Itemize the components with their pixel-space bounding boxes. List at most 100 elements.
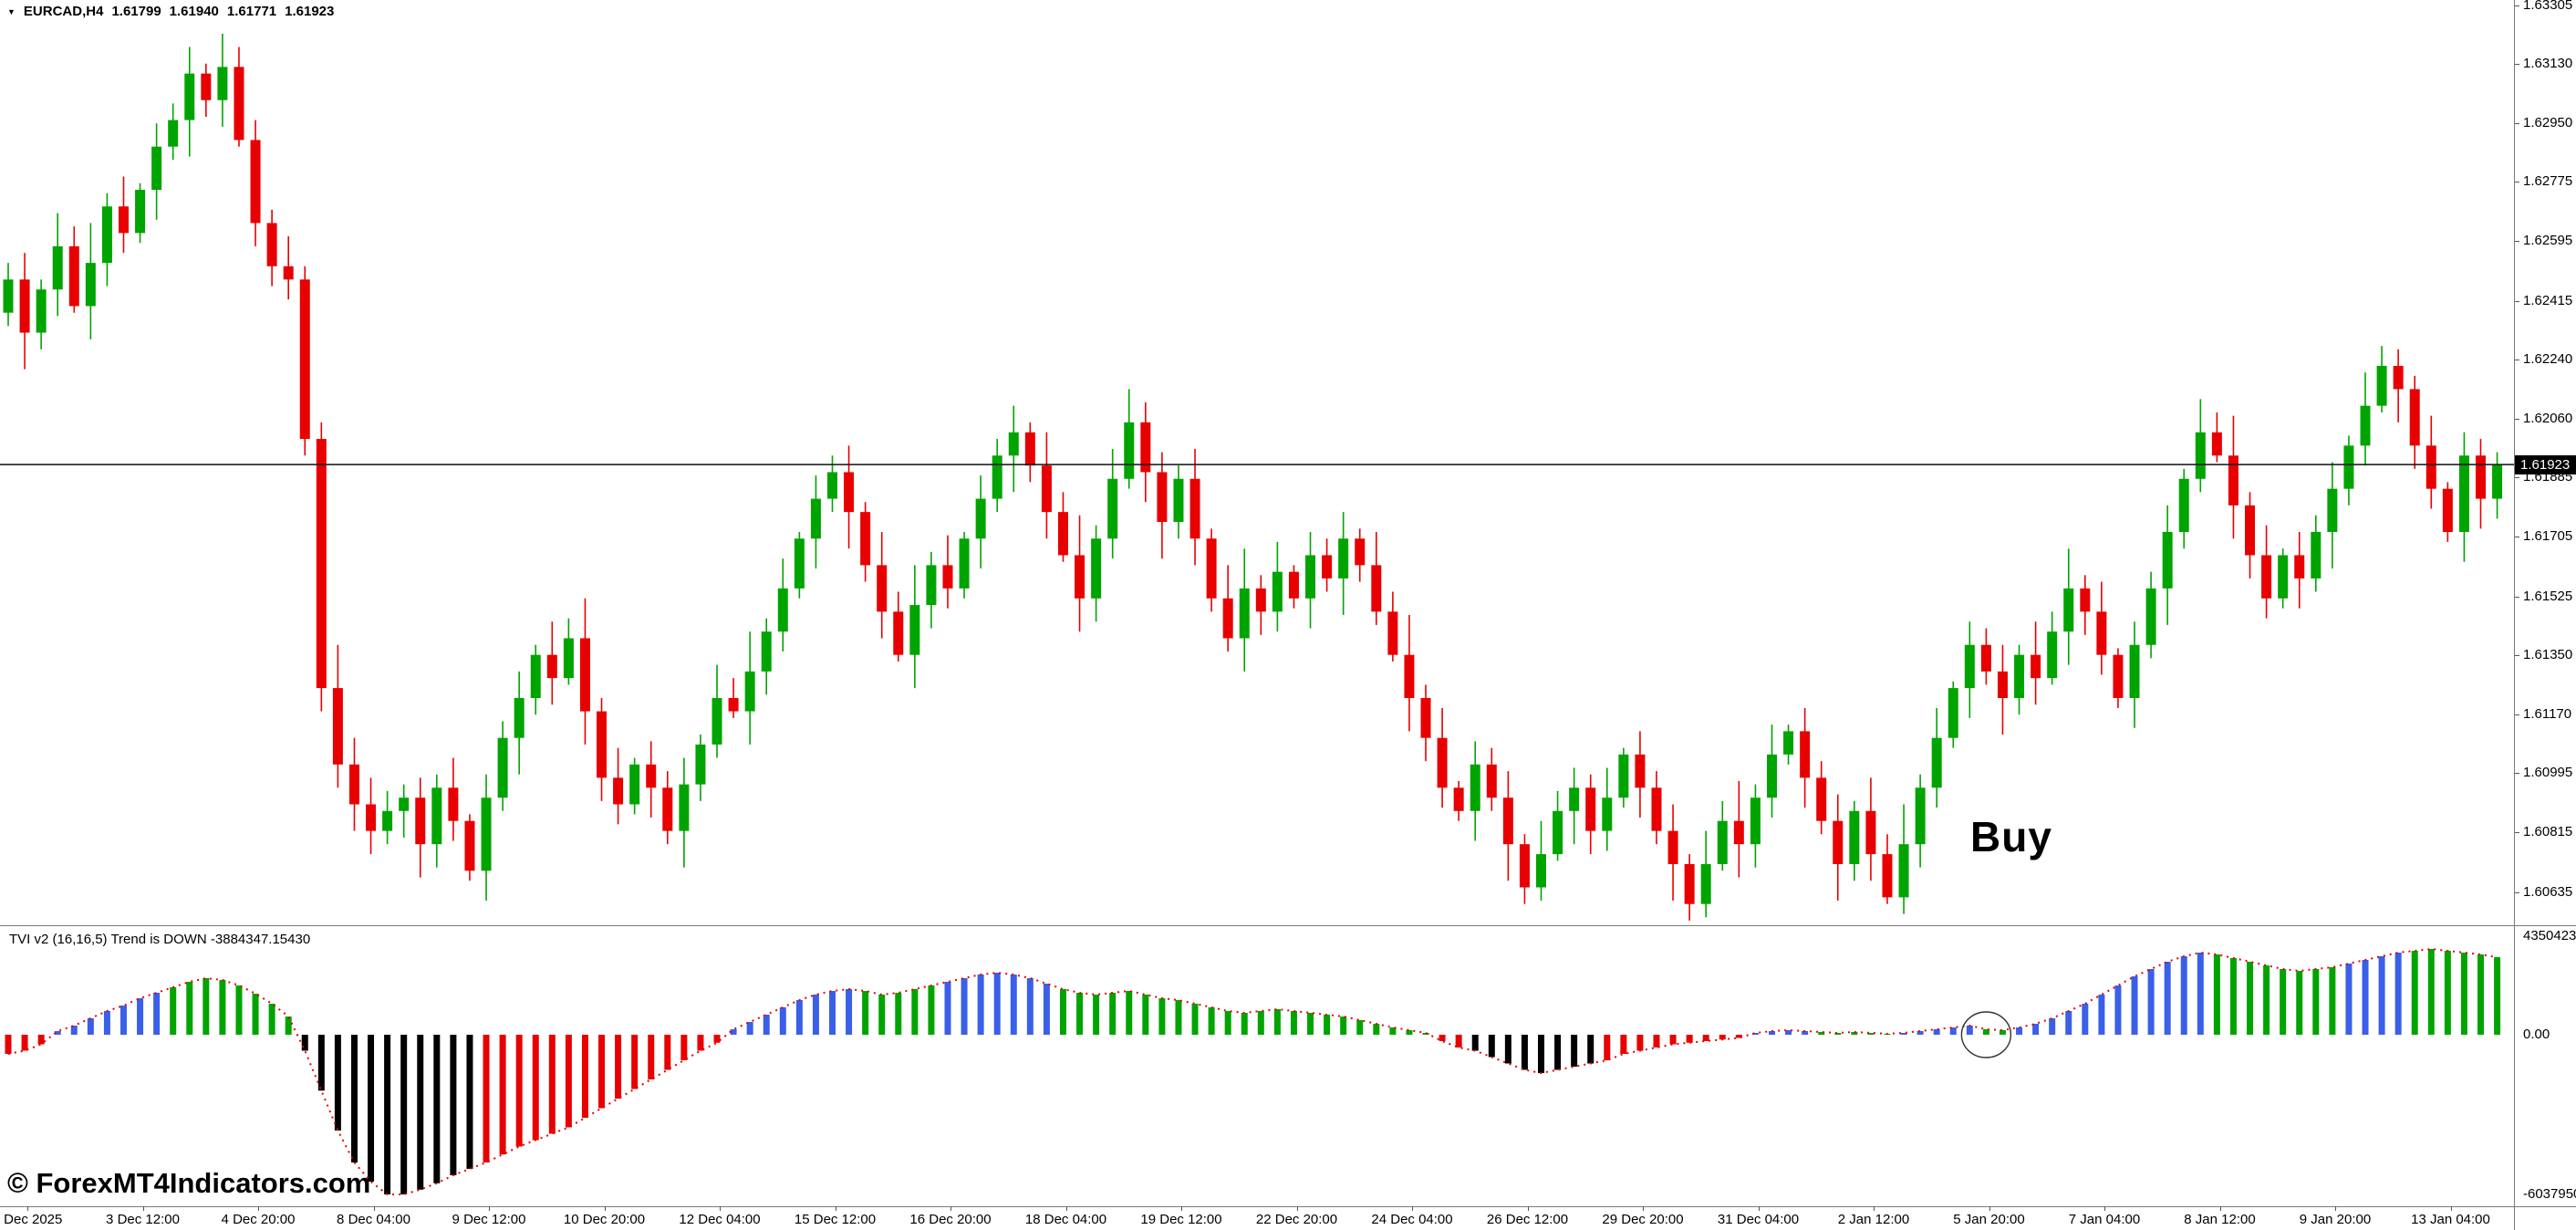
time-axis-tick [2335, 1206, 2336, 1211]
candle [1437, 707, 1448, 808]
candle [1519, 834, 1530, 904]
candle [860, 502, 871, 582]
tvi-bar [1273, 1009, 1281, 1035]
candle [2458, 432, 2469, 562]
candle [975, 475, 986, 569]
price-axis-tick [2515, 654, 2519, 656]
candle [448, 757, 459, 841]
candle [613, 747, 624, 825]
candle [1173, 465, 1184, 539]
tvi-bar [1653, 1035, 1660, 1048]
tvi-bar [1142, 995, 1149, 1035]
symbol-dropdown-icon[interactable]: ▼ [7, 6, 16, 16]
tvi-bar [499, 1035, 506, 1155]
candle [1024, 422, 1035, 483]
candle [1057, 492, 1068, 562]
tvi-bar [483, 1035, 490, 1162]
tvi-bar [862, 991, 869, 1035]
tvi-bar [1158, 998, 1166, 1035]
candle [168, 103, 179, 161]
tvi-bar [2082, 1004, 2089, 1035]
tvi-bar [2263, 965, 2270, 1035]
candle [2063, 548, 2074, 665]
tvi-bar [977, 975, 984, 1035]
tvi-bar [2460, 953, 2467, 1035]
price-axis-label: 1.62950 [2523, 115, 2573, 131]
candle [1800, 707, 1811, 808]
tvi-bar [1999, 1030, 2006, 1035]
candle [1124, 389, 1135, 489]
candle [1157, 452, 1168, 559]
tvi-bar [252, 994, 259, 1035]
candle [1667, 804, 1678, 902]
price-axis-tick [2515, 832, 2519, 834]
time-axis-label: 18 Dec 04:00 [1024, 1212, 1107, 1227]
tvi-bar [1785, 1030, 1792, 1035]
tvi-bar [1818, 1032, 1825, 1035]
candle [1075, 515, 1085, 632]
tvi-bar [1768, 1031, 1775, 1035]
time-axis-tick [1296, 1206, 1298, 1211]
candle [2311, 515, 2322, 592]
candle [1322, 538, 1333, 592]
tvi-bar [2394, 953, 2402, 1035]
tvi-bar [730, 1029, 737, 1035]
candle [1140, 402, 1151, 503]
tvi-indicator-chart[interactable] [0, 925, 2514, 1230]
price-axis-tick [2515, 5, 2519, 6]
time-axis-tick [142, 1206, 144, 1211]
price-axis-tick [2515, 300, 2519, 302]
tvi-bar [795, 1000, 803, 1035]
time-axis-tick [2104, 1206, 2105, 1211]
tvi-bar [1587, 1035, 1594, 1064]
time-axis-tick [1643, 1206, 1644, 1211]
tvi-bar [1109, 993, 1117, 1035]
tvi-bar [1702, 1035, 1709, 1041]
tvi-bar [2065, 1011, 2072, 1035]
tvi-bar [1076, 993, 1084, 1035]
tvi-bar [944, 982, 951, 1035]
candle [2031, 621, 2041, 705]
price-axis-label: 1.62240 [2523, 350, 2573, 367]
price-axis-label: 1.62595 [2523, 233, 2573, 249]
candle [579, 598, 590, 745]
indicator-axis[interactable]: 4350423.4 0.00 -6037950.2 [2515, 925, 2576, 1206]
candle [217, 33, 228, 127]
candle [2327, 462, 2338, 569]
indicator-panel-separator[interactable] [0, 925, 2576, 926]
price-axis[interactable]: 1.63305 1.63130 1.62950 1.62775 1.62595 1.624… [2515, 0, 2576, 925]
candle [2425, 415, 2436, 509]
price-axis-label: 1.60995 [2523, 764, 2573, 780]
candle [2409, 375, 2420, 469]
tvi-bar [170, 987, 177, 1035]
time-axis[interactable]: 2 Dec 2025 3 Dec 12:00 4 Dec 20:00 8 Dec 04… [0, 1206, 2514, 1230]
tvi-bar [1620, 1035, 1627, 1054]
time-axis-label: 15 Dec 12:00 [794, 1212, 877, 1227]
candle [794, 531, 805, 599]
tvi-bar [1471, 1035, 1479, 1051]
tvi-bar [1851, 1032, 1858, 1035]
tvi-bar [1373, 1024, 1380, 1035]
candle [1371, 531, 1382, 625]
quote-low: 1.61771 [226, 4, 277, 19]
tvi-bar [1802, 1031, 1809, 1035]
candle [1651, 771, 1662, 845]
candle [712, 664, 722, 758]
tvi-bar [384, 1035, 391, 1194]
candle [2442, 482, 2453, 542]
tvi-bar [648, 1035, 655, 1079]
candle [563, 618, 574, 685]
price-axis-label: 1.61170 [2523, 706, 2572, 723]
candle [909, 565, 920, 689]
tvi-bar [350, 1035, 358, 1162]
tvi-bar [532, 1035, 539, 1141]
tvi-bar [2098, 995, 2105, 1035]
tvi-bar [2329, 967, 2336, 1035]
time-axis-tick [950, 1206, 951, 1211]
tvi-bar [203, 978, 210, 1035]
tvi-bar [1488, 1035, 1495, 1058]
tvi-signal-line [7, 947, 2498, 1195]
candlestick-chart[interactable] [0, 0, 2514, 925]
time-axis-tick [2450, 1206, 2452, 1211]
